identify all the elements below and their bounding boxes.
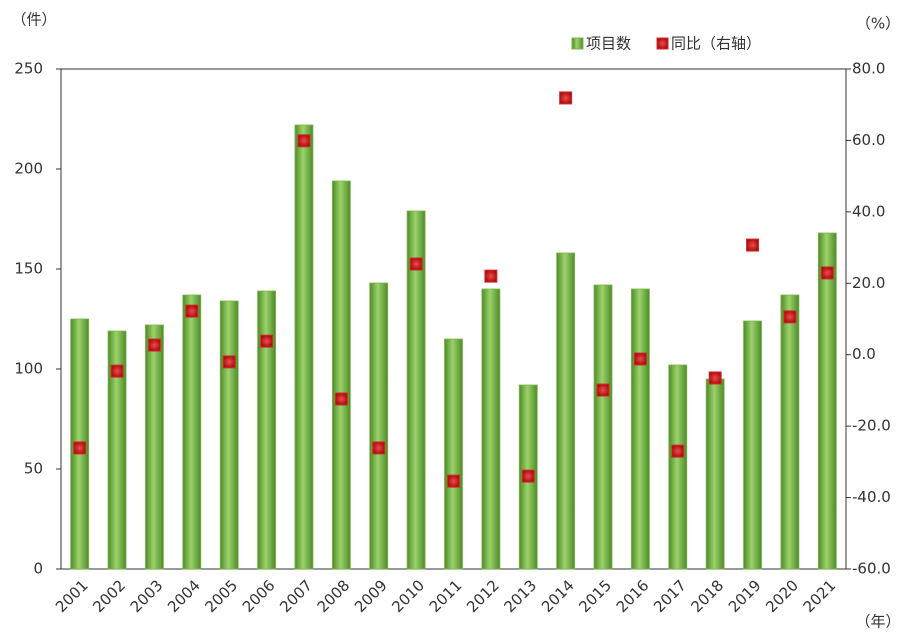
- y-tick-label: 50: [24, 460, 43, 478]
- marker: [633, 352, 647, 366]
- marker: [783, 310, 797, 324]
- x-tick-label: 2020: [762, 576, 802, 616]
- bar: [331, 180, 351, 570]
- x-tick-label: 2003: [127, 576, 167, 616]
- bar: [107, 330, 127, 570]
- marker: [596, 383, 610, 397]
- x-tick-label: 2011: [426, 576, 466, 616]
- marker: [110, 364, 124, 378]
- marker: [820, 266, 834, 280]
- x-tick-label: 2002: [89, 576, 129, 616]
- bar: [219, 300, 239, 570]
- x-tick-label: 2007: [276, 576, 316, 616]
- x-tick-label: 2006: [239, 576, 279, 616]
- bar: [743, 320, 762, 570]
- x-tick-label: 2009: [351, 576, 391, 616]
- y-tick-label: 0: [33, 560, 43, 578]
- y-tick-label: 150: [14, 260, 43, 278]
- bar: [593, 284, 613, 570]
- bar: [294, 124, 314, 570]
- marker: [73, 441, 87, 455]
- y2-tick-label: 80.0: [852, 60, 885, 78]
- y2-tick-label: -20.0: [852, 417, 891, 435]
- y2-tick-label: 20.0: [852, 274, 885, 292]
- x-tick-label: 2021: [800, 576, 840, 616]
- x-tick-label: 2005: [201, 576, 241, 616]
- marker: [409, 257, 423, 271]
- bar: [481, 288, 501, 570]
- marker: [484, 269, 498, 283]
- y2-unit: （%）: [856, 15, 900, 33]
- y2-tick-label: 60.0: [852, 131, 885, 149]
- y2-tick-label: -40.0: [852, 488, 891, 506]
- marker: [222, 355, 236, 369]
- x-tick-label: 2016: [613, 576, 653, 616]
- x-tick-label: 2001: [52, 576, 92, 616]
- y2-tick-label: 0.0: [852, 345, 876, 363]
- x-tick-label: 2010: [388, 576, 428, 616]
- x-tick-label: 2019: [725, 576, 765, 616]
- x-tick-label: 2018: [687, 576, 727, 616]
- x-unit: （年）: [855, 613, 900, 631]
- marker: [521, 469, 535, 483]
- marker: [708, 371, 722, 385]
- y-unit: （件）: [11, 11, 56, 29]
- bar: [406, 210, 426, 570]
- bar: [556, 252, 576, 570]
- bar: [780, 294, 800, 570]
- bar: [705, 378, 725, 570]
- marker: [147, 338, 161, 352]
- bar: [257, 290, 276, 570]
- y2-tick-label: 40.0: [852, 202, 885, 220]
- y-tick-label: 200: [14, 160, 43, 178]
- x-tick-label: 2014: [538, 576, 578, 616]
- marker: [334, 392, 348, 406]
- bar: [444, 338, 463, 570]
- marker: [671, 444, 685, 458]
- x-tick-label: 2008: [314, 576, 354, 616]
- x-tick-label: 2017: [650, 576, 690, 616]
- bar: [668, 364, 688, 570]
- x-tick-label: 2013: [501, 576, 541, 616]
- marker: [185, 304, 199, 318]
- bar: [631, 288, 650, 570]
- bar: [145, 324, 164, 570]
- legend-label: 同比（右轴）: [671, 35, 761, 53]
- y2-tick-label: -60.0: [852, 560, 891, 578]
- marker: [447, 474, 460, 488]
- bar: [182, 294, 202, 570]
- marker: [559, 91, 573, 105]
- marker: [746, 238, 760, 252]
- bar: [369, 282, 389, 570]
- legend-label: 项目数: [586, 35, 631, 53]
- marker: [260, 334, 274, 348]
- y-tick-label: 100: [14, 360, 43, 378]
- x-tick-label: 2004: [164, 576, 204, 616]
- marker: [297, 134, 311, 148]
- y-tick-label: 250: [14, 60, 43, 78]
- x-tick-label: 2012: [463, 576, 503, 616]
- marker: [372, 441, 386, 455]
- legend-swatch: [656, 37, 669, 50]
- x-tick-label: 2015: [575, 576, 615, 616]
- bar: [817, 232, 837, 570]
- legend-swatch: [571, 37, 584, 50]
